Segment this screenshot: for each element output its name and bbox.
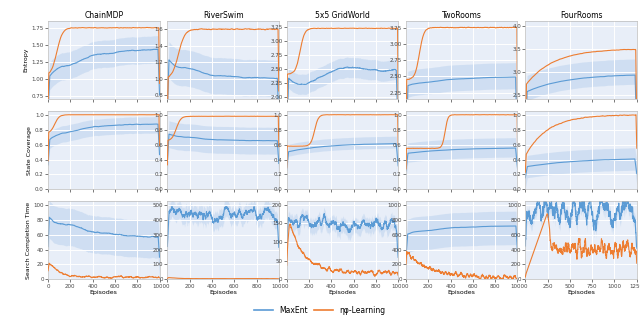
Title: RiverSwim: RiverSwim [203, 11, 243, 20]
Y-axis label: Entropy: Entropy [24, 48, 29, 72]
Title: FourRooms: FourRooms [560, 11, 602, 20]
X-axis label: Episodes: Episodes [448, 290, 476, 295]
X-axis label: Episodes: Episodes [90, 290, 118, 295]
X-axis label: Episodes: Episodes [328, 290, 356, 295]
Y-axis label: State Coverage: State Coverage [28, 126, 32, 175]
Y-axis label: Search Completion Time: Search Completion Time [26, 202, 31, 279]
Title: 5x5 GridWorld: 5x5 GridWorld [315, 11, 370, 20]
X-axis label: Episodes: Episodes [567, 290, 595, 295]
Legend: MaxEnt, ηφ-Learning: MaxEnt, ηφ-Learning [252, 302, 388, 318]
Title: TwoRooms: TwoRooms [442, 11, 482, 20]
X-axis label: Episodes: Episodes [209, 290, 237, 295]
Title: ChainMDP: ChainMDP [84, 11, 124, 20]
